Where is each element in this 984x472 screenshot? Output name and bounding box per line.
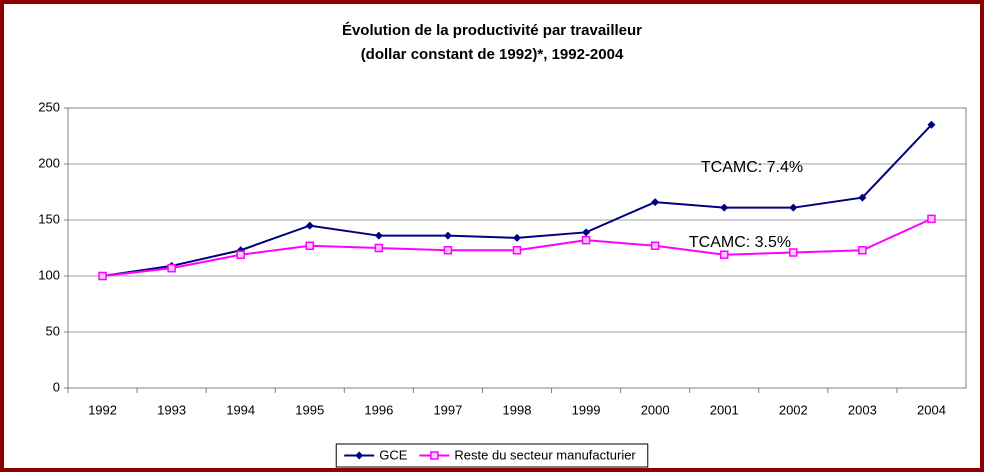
x-tick-label: 1993 [157,402,186,417]
legend-label: Reste du secteur manufacturier [454,447,636,462]
marker [582,228,591,237]
marker [858,245,867,255]
marker [719,250,729,259]
x-tick-label: 1998 [503,402,532,417]
y-tick-label: 0 [53,379,60,394]
marker [927,214,936,224]
marker [167,263,176,273]
marker [789,248,798,257]
annotation: TCAMC: 3.5% [689,234,791,251]
x-tick-label: 1999 [572,402,601,417]
marker [98,271,107,281]
marker [789,203,798,212]
y-tick-label: 250 [38,99,60,114]
marker [305,221,314,230]
plot-area [67,107,967,389]
marker [355,451,364,460]
chart-subtitle: (dollar constant de 1992)*, 1992-2004 [361,46,624,63]
x-tick-label: 1992 [88,402,117,417]
marker [236,250,245,259]
marker [651,198,660,207]
x-tick-label: 1995 [295,402,324,417]
legend-label: GCE [379,447,408,462]
marker [512,245,522,255]
marker [430,451,439,460]
y-tick-label: 200 [38,155,60,170]
marker [581,235,591,245]
marker [374,243,384,253]
marker [513,233,521,242]
x-tick-label: 2003 [848,402,877,417]
y-tick-label: 100 [38,267,60,282]
x-tick-label: 1996 [364,402,393,417]
x-tick-label: 1994 [226,402,255,417]
marker [650,241,660,251]
marker [374,231,383,240]
y-tick-label: 150 [38,211,60,226]
x-tick-label: 2001 [710,402,739,417]
marker [927,120,936,129]
marker [305,241,315,251]
legend-box [335,443,649,468]
x-tick-label: 2000 [641,402,670,417]
x-tick-label: 1997 [433,402,462,417]
annotation: TCAMC: 7.4% [701,159,803,176]
marker [720,203,729,212]
marker [858,193,867,202]
x-tick-label: 2002 [779,402,808,417]
marker [443,245,453,255]
marker [443,231,452,240]
legend: GCE Reste du secteur manufacturier [335,443,649,468]
chart-title: Évolution de la productivité par travail… [342,22,642,39]
y-tick-label: 50 [46,323,60,338]
x-tick-label: 2004 [917,402,946,417]
